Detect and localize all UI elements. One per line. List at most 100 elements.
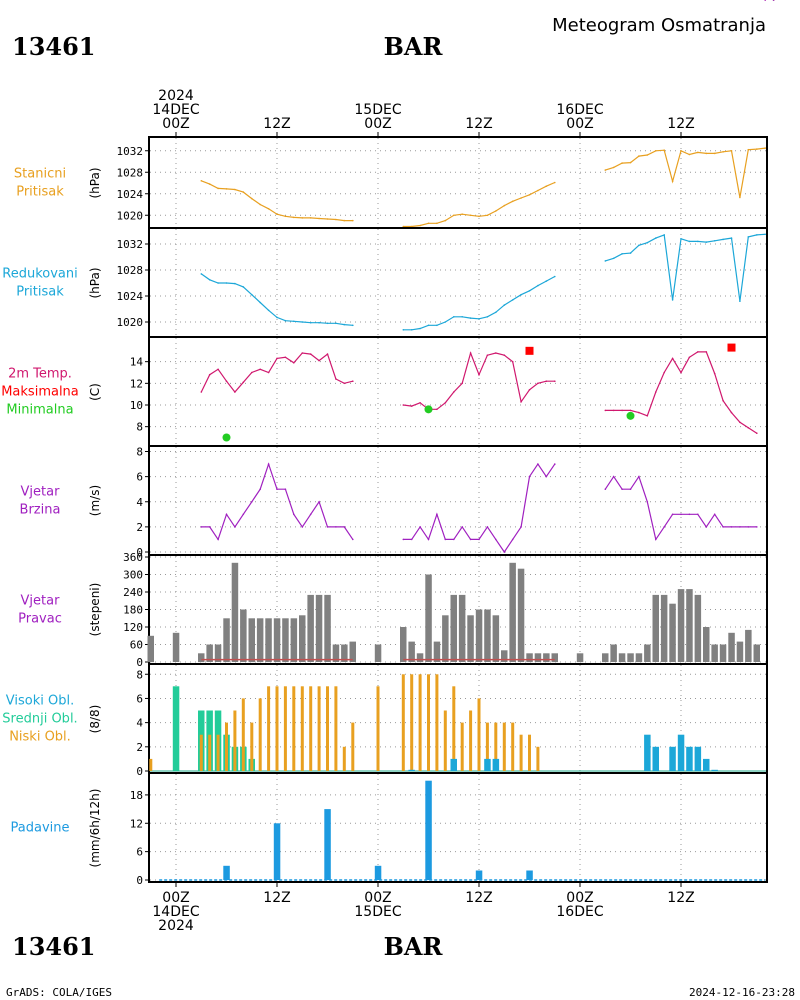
data-point [545,280,548,282]
data-point [486,316,489,318]
time-label: 16DEC [556,904,603,920]
panel-oblacnost: 0 2 4 6 8 (8/8) Visoki Obl. Srednji Obl. Niski O… [2,663,768,778]
data-point [638,244,640,247]
panel-label: Maksimalna [1,385,79,400]
low-cloud-bar [208,734,212,771]
data-point [410,225,413,228]
data-point [309,217,312,219]
data-point [520,293,522,296]
data-point [722,151,724,153]
data-point [495,538,497,541]
direction-bar [172,632,180,662]
data-point [747,236,750,238]
data-point [234,188,236,191]
series-line [403,351,555,410]
data-point [545,475,548,478]
data-point [293,216,295,219]
panel-frame [148,227,768,338]
low-cloud-bar [334,686,338,771]
data-point [284,488,287,491]
data-point [225,282,228,284]
data-point [436,513,438,516]
direction-bar [526,653,533,663]
data-point [335,322,337,325]
time-label: 12Z [465,890,492,906]
direction-bar [686,589,693,662]
direction-bar [282,618,289,663]
low-cloud-bar [460,722,464,771]
tmin-marker [222,433,231,442]
data-point [756,148,758,150]
data-point [453,214,455,217]
panel-label: Stanicni [14,167,66,182]
data-point [436,324,438,327]
y-tick-label: 180 [123,604,143,617]
y-tick-label: 1028 [117,166,144,179]
data-point [511,538,514,541]
y-tick-label: 8 [136,421,143,434]
data-point [646,241,649,244]
data-point [469,317,472,319]
data-point [402,538,405,541]
data-point [629,252,632,254]
high-cloud-bar [408,769,415,771]
data-point [208,183,211,185]
data-point [453,538,455,541]
precip-bar [374,865,382,880]
data-point [511,200,514,203]
data-point [478,215,480,218]
data-point [621,253,623,255]
direction-bar [223,618,230,663]
high-cloud-bar [492,758,500,771]
data-point [326,322,329,325]
high-cloud-bar [484,758,491,771]
panels: 1020102410281032(hPa)StanicniPritisak102… [1,0,775,887]
data-point [200,391,203,393]
panel-label: Padavine [11,821,70,836]
data-point [318,321,320,324]
panel-vjetar-brzina: 0 2 4 6 8 (m/s) Vjetar Brzina [20,0,775,559]
data-point [234,282,236,285]
data-point [284,356,287,359]
data-point [469,352,472,354]
direction-bar [206,644,213,662]
data-point [259,301,262,304]
data-point [495,311,497,314]
series-line [605,147,766,198]
y-tick-label: 12 [130,377,143,390]
direction-bar [374,644,382,662]
data-point [713,372,716,375]
direction-bar [256,618,264,663]
y-tick-label: 360 [123,551,143,564]
high-cloud-bar [686,746,693,771]
direction-bar [450,594,457,662]
data-point [629,161,632,164]
data-point [326,218,329,220]
y-tick-label: 60 [130,639,143,652]
data-point [318,359,320,362]
data-point [730,150,733,152]
low-cloud-bar [536,746,540,771]
low-cloud-bar [292,686,296,771]
data-point [200,273,203,275]
panel-label: Redukovani [2,267,77,282]
y-tick-label: 6 [136,846,143,859]
data-point [267,309,270,312]
data-point [756,432,758,435]
time-label: 12Z [667,890,694,906]
data-point [545,185,548,187]
data-point [697,240,699,243]
data-point [747,526,750,528]
data-point [713,152,716,155]
tmax-marker [727,343,736,352]
data-point [419,327,421,330]
high-cloud-bar [677,734,685,771]
panel-label: Niski Obl. [9,730,71,745]
data-point [688,240,691,243]
data-point [309,353,312,355]
data-point [722,526,724,528]
low-cloud-bar [233,710,237,771]
direction-bar [265,618,272,663]
data-point [217,538,219,541]
